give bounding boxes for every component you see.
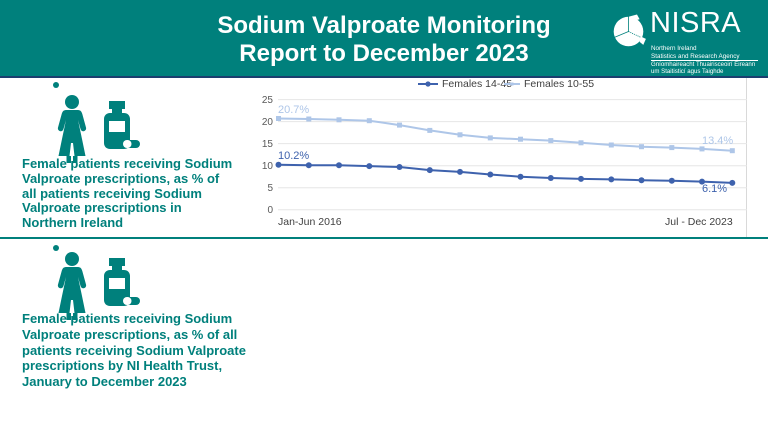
svg-text:10: 10	[262, 161, 274, 172]
svg-text:0: 0	[267, 205, 273, 216]
svg-text:Females 14-45: Females 14-45	[442, 78, 512, 90]
svg-text:Jul - Dec 2023: Jul - Dec 2023	[665, 216, 733, 228]
svg-text:25: 25	[262, 95, 274, 106]
svg-text:20: 20	[262, 117, 274, 128]
svg-text:Females 10-55: Females 10-55	[524, 78, 594, 90]
svg-text:5: 5	[267, 183, 273, 194]
svg-text:13.4%: 13.4%	[702, 135, 733, 147]
svg-text:10.2%: 10.2%	[278, 150, 309, 162]
svg-text:15: 15	[262, 139, 274, 150]
svg-text:6.1%: 6.1%	[702, 183, 727, 195]
svg-text:20.7%: 20.7%	[278, 104, 309, 116]
svg-text:Jan-Jun 2016: Jan-Jun 2016	[278, 216, 342, 228]
